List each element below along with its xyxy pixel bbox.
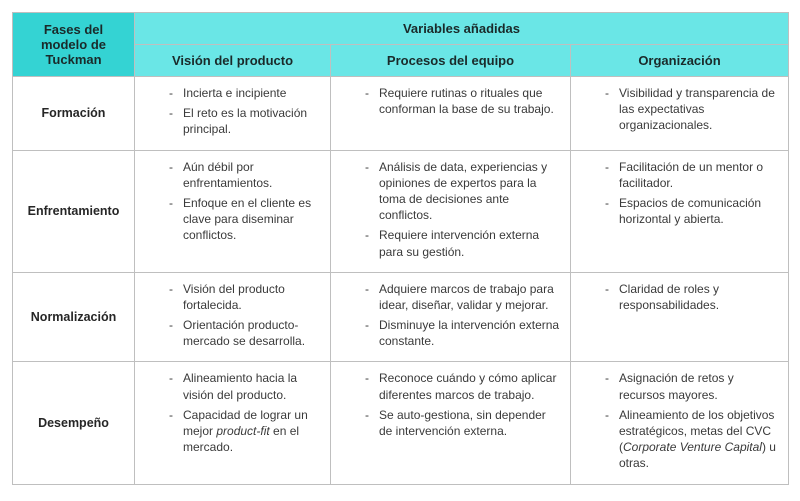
cell-procesos: Análisis de data, experiencias y opinion… — [331, 150, 571, 272]
sub-header-procesos: Procesos del equipo — [331, 45, 571, 77]
list-item: Alineamiento hacia la visión del product… — [169, 370, 320, 402]
list-item: Visibilidad y transparencia de las expec… — [605, 85, 778, 134]
cell-organizacion: Claridad de roles y responsabilidades. — [571, 272, 789, 362]
list-item: Asignación de retos y recursos mayores. — [605, 370, 778, 402]
list-item: Adquiere marcos de trabajo para idear, d… — [365, 281, 560, 313]
table-row: Formación Incierta e incipiente El reto es… — [13, 77, 789, 151]
item-list: Incierta e incipiente El reto es la motiv… — [143, 85, 320, 138]
list-item: Requiere rutinas o rituales que conforma… — [365, 85, 560, 117]
sub-header-organizacion: Organización — [571, 45, 789, 77]
item-list: Claridad de roles y responsabilidades. — [579, 281, 778, 313]
table-row: Desempeño Alineamiento hacia la visión de… — [13, 362, 789, 484]
list-item: Aún débil por enfrentamientos. — [169, 159, 320, 191]
item-list: Alineamiento hacia la visión del product… — [143, 370, 320, 455]
item-list: Adquiere marcos de trabajo para idear, d… — [339, 281, 560, 350]
cell-organizacion: Asignación de retos y recursos mayores. A… — [571, 362, 789, 484]
variables-header: Variables añadidas — [135, 13, 789, 45]
list-item: Análisis de data, experiencias y opinion… — [365, 159, 560, 224]
list-item: El reto es la motivación principal. — [169, 105, 320, 137]
cell-vision: Alineamiento hacia la visión del product… — [135, 362, 331, 484]
phase-cell: Enfrentamiento — [13, 150, 135, 272]
table-row: EnfrentamientoAún débil por enfrentamien… — [13, 150, 789, 272]
list-item: Claridad de roles y responsabilidades. — [605, 281, 778, 313]
list-item: Espacios de comunicación horizontal y ab… — [605, 195, 778, 227]
cell-vision: Incierta e incipiente El reto es la motiv… — [135, 77, 331, 151]
phase-cell: Formación — [13, 77, 135, 151]
phase-cell: Desempeño — [13, 362, 135, 484]
phase-cell: Normalización — [13, 272, 135, 362]
sub-header-vision: Visión del producto — [135, 45, 331, 77]
list-item: Alineamiento de los objetivos estratégic… — [605, 407, 778, 472]
cell-vision: Visión del producto fortalecida. Orientac… — [135, 272, 331, 362]
cell-procesos: Adquiere marcos de trabajo para idear, d… — [331, 272, 571, 362]
list-item: Facilitación de un mentor o facilitador. — [605, 159, 778, 191]
list-item: Incierta e incipiente — [169, 85, 320, 101]
cell-organizacion: Visibilidad y transparencia de las expec… — [571, 77, 789, 151]
tuckman-table: Fases del modelo de Tuckman Variables añ… — [12, 12, 789, 485]
item-list: Requiere rutinas o rituales que conforma… — [339, 85, 560, 117]
cell-vision: Aún débil por enfrentamientos. Enfoque en… — [135, 150, 331, 272]
item-list: Aún débil por enfrentamientos. Enfoque en… — [143, 159, 320, 244]
cell-procesos: Requiere rutinas o rituales que conforma… — [331, 77, 571, 151]
list-item: Capacidad de lograr un mejor product-fit… — [169, 407, 320, 456]
item-list: Visibilidad y transparencia de las expec… — [579, 85, 778, 134]
list-item: Se auto-gestiona, sin depender de interv… — [365, 407, 560, 439]
list-item: Visión del producto fortalecida. — [169, 281, 320, 313]
phase-header: Fases del modelo de Tuckman — [13, 13, 135, 77]
cell-procesos: Reconoce cuándo y cómo aplicar diferente… — [331, 362, 571, 484]
cell-organizacion: Facilitación de un mentor o facilitador.… — [571, 150, 789, 272]
list-item: Enfoque en el cliente es clave para dise… — [169, 195, 320, 244]
table-body: Formación Incierta e incipiente El reto es… — [13, 77, 789, 485]
list-item: Requiere intervención externa para su ge… — [365, 227, 560, 259]
table-row: NormalizaciónVisión del producto fortale… — [13, 272, 789, 362]
item-list: Facilitación de un mentor o facilitador.… — [579, 159, 778, 228]
item-list: Reconoce cuándo y cómo aplicar diferente… — [339, 370, 560, 439]
item-list: Análisis de data, experiencias y opinion… — [339, 159, 560, 260]
item-list: Asignación de retos y recursos mayores. A… — [579, 370, 778, 471]
header-row-1: Fases del modelo de Tuckman Variables añ… — [13, 13, 789, 45]
list-item: Orientación producto-mercado se desarrol… — [169, 317, 320, 349]
list-item: Disminuye la intervención externa consta… — [365, 317, 560, 349]
item-list: Visión del producto fortalecida. Orientac… — [143, 281, 320, 350]
list-item: Reconoce cuándo y cómo aplicar diferente… — [365, 370, 560, 402]
